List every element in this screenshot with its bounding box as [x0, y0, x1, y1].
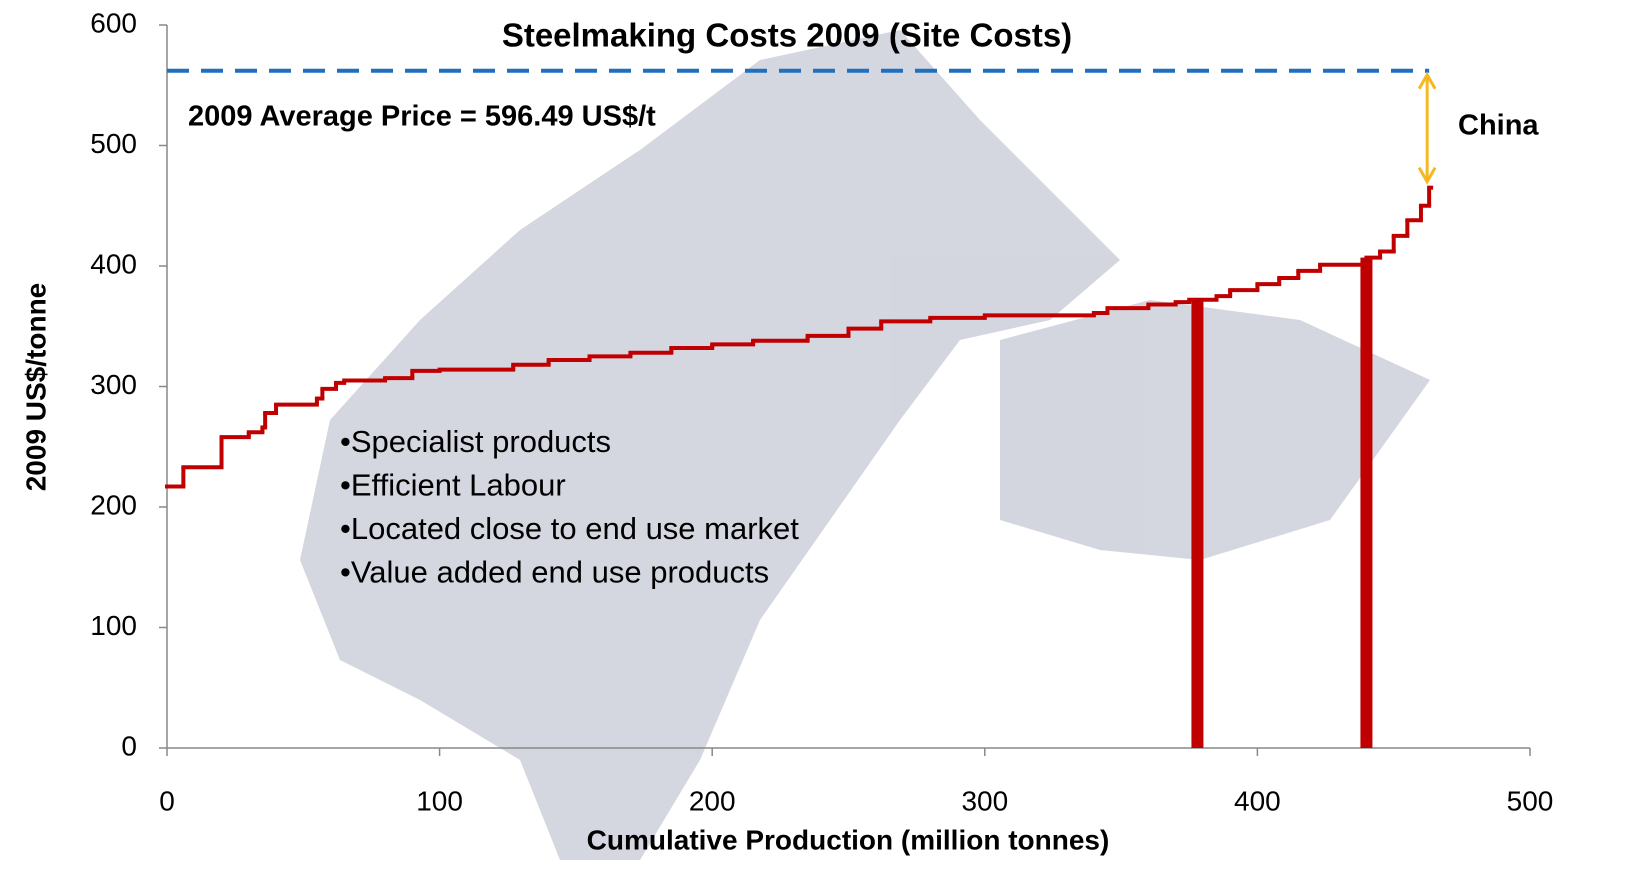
x-tick-label: 300 [961, 785, 1008, 816]
arrow-head [1417, 166, 1437, 185]
x-axis-label: Cumulative Production (million tonnes) [587, 824, 1110, 855]
chart-title: Steelmaking Costs 2009 (Site Costs) [502, 17, 1072, 54]
x-tick-label: 500 [1507, 785, 1554, 816]
y-tick-label: 400 [90, 248, 137, 279]
arrow-head [1417, 71, 1437, 90]
y-tick-label: 100 [90, 610, 137, 641]
x-tick-label: 0 [159, 785, 175, 816]
background-map [300, 30, 1430, 860]
price-label: 2009 Average Price = 596.49 US$/t [188, 101, 656, 133]
map-shape [1000, 300, 1430, 560]
arrow-label: China [1458, 110, 1539, 142]
y-tick-label: 300 [90, 369, 137, 400]
x-tick-label: 200 [689, 785, 736, 816]
y-tick-label: 600 [90, 7, 137, 38]
bullet-text: •Value added end use products [340, 555, 769, 590]
x-tick-label: 400 [1234, 785, 1281, 816]
bullet-text: •Located close to end use market [340, 511, 799, 546]
marker-bar [1191, 299, 1204, 748]
x-tick-label: 100 [416, 785, 463, 816]
map-shape [300, 30, 1120, 860]
y-tick-label: 200 [90, 489, 137, 520]
bullet-text: •Efficient Labour [340, 468, 566, 503]
y-tick-label: 0 [121, 730, 137, 761]
bullet-text: •Specialist products [340, 424, 611, 459]
y-tick-label: 500 [90, 128, 137, 159]
marker-bar [1360, 257, 1373, 748]
y-axis-label: 2009 US$/tonne [20, 283, 51, 492]
